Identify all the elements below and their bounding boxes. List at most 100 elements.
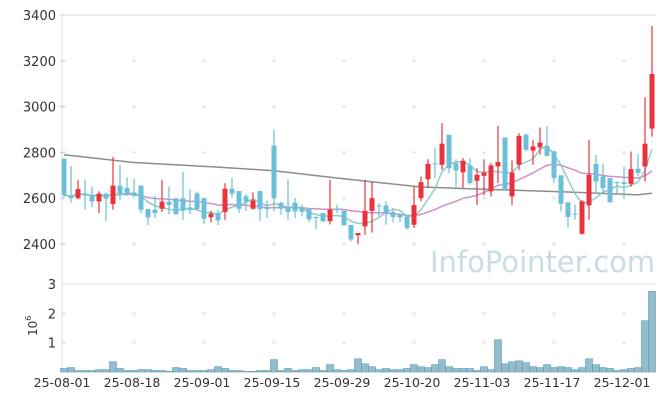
candle-body [138, 185, 144, 210]
candle-body [523, 134, 529, 150]
grid-mark [202, 104, 206, 109]
candle-body [397, 214, 403, 218]
volume-bar [494, 339, 502, 373]
candle-body [75, 189, 81, 199]
volume-bar [263, 370, 271, 373]
volume-tick-label: 3 [48, 278, 56, 293]
candle-body [61, 158, 67, 195]
volume-bar [207, 369, 215, 373]
volume-bar [242, 371, 250, 373]
volume-bar [214, 366, 222, 373]
volume-bar [60, 368, 68, 373]
volume-bar [431, 364, 439, 373]
volume-bar [144, 369, 152, 373]
volume-bar [424, 367, 432, 373]
candle-body [425, 163, 431, 180]
watermark: InfoPointer.com [430, 245, 655, 279]
volume-bar [571, 369, 579, 373]
candle-body [187, 207, 193, 211]
candle-body [509, 172, 515, 197]
volume-bar [186, 370, 194, 373]
volume-bar [109, 361, 117, 373]
candle-body [432, 163, 438, 165]
volume-bar [536, 367, 544, 373]
candle-body [565, 202, 571, 217]
price-axis: 2400 2600 2800 3000 3200 3400 [23, 9, 64, 253]
candle-body [488, 165, 494, 192]
volume-bar [578, 367, 586, 373]
volume-bar [270, 359, 278, 373]
volume-bar [501, 363, 509, 373]
date-tick-label: 25-09-01 [174, 375, 231, 390]
candle-body [544, 145, 550, 156]
volume-bar [354, 358, 362, 373]
candle-body [411, 205, 417, 225]
grid-mark [412, 150, 416, 155]
volume-bar [277, 370, 285, 373]
grid-mark [342, 58, 346, 63]
candle-body [362, 210, 368, 227]
candle-body [558, 175, 564, 204]
ma-long-line [63, 153, 653, 196]
volume-bar [340, 370, 348, 373]
candle-body [110, 185, 116, 204]
candle-body [572, 213, 578, 215]
candle-body [635, 168, 641, 174]
grid-mark [482, 104, 486, 109]
volume-bar [81, 370, 89, 373]
volume-bar [312, 367, 320, 373]
candle-body [320, 213, 326, 222]
volume-bar [123, 370, 131, 373]
date-tick-label: 25-08-01 [34, 375, 91, 390]
volume-bar [445, 366, 453, 373]
volume-bar [291, 370, 299, 373]
candle-body [208, 213, 214, 218]
volume-bar [298, 369, 306, 373]
volume-bar [627, 368, 635, 373]
volume-bar [452, 368, 460, 373]
volume-bar [417, 366, 425, 373]
volume-bar [648, 291, 656, 373]
candle-body [229, 188, 235, 194]
candle-body [593, 163, 599, 182]
grid-mark [132, 58, 136, 63]
volume-bar [235, 370, 243, 373]
volume-bar [382, 368, 390, 373]
moving-average-lines [63, 145, 653, 225]
candle-body [530, 146, 536, 151]
grid-mark [342, 311, 346, 316]
volume-bar [487, 369, 495, 373]
volume-bar [613, 370, 621, 373]
candle-body [614, 182, 620, 184]
volume-bar [375, 369, 383, 373]
volume-bar [333, 369, 341, 373]
grid-mark [552, 58, 556, 63]
candle-body [96, 193, 102, 202]
volume-bar [557, 366, 565, 373]
volume-bar [172, 367, 180, 373]
candle-body [628, 169, 634, 184]
candle-body [285, 206, 291, 212]
volume-bar [466, 368, 474, 373]
candle-body [383, 205, 389, 214]
volume-bar [179, 368, 187, 373]
candle-body [621, 182, 627, 185]
volume-bar [130, 370, 138, 373]
volume-bar [529, 366, 537, 373]
price-tick-label: 2600 [23, 192, 56, 207]
volume-bar [102, 369, 110, 373]
grid-mark [202, 242, 206, 246]
x-axis: 25-08-01 25-08-18 25-09-01 25-09-15 25-09-29… [34, 375, 651, 390]
candle-body [306, 208, 312, 220]
volume-bar [200, 370, 208, 373]
volume-bar [284, 368, 292, 373]
candle-body [243, 196, 249, 202]
candle-body [103, 193, 109, 199]
candle-body [131, 192, 137, 196]
volume-bar [522, 362, 530, 373]
grid-mark [132, 104, 136, 109]
grid-mark [482, 196, 486, 201]
grid-mark [202, 58, 206, 63]
grid-mark [552, 196, 556, 201]
candle-body [390, 211, 396, 217]
